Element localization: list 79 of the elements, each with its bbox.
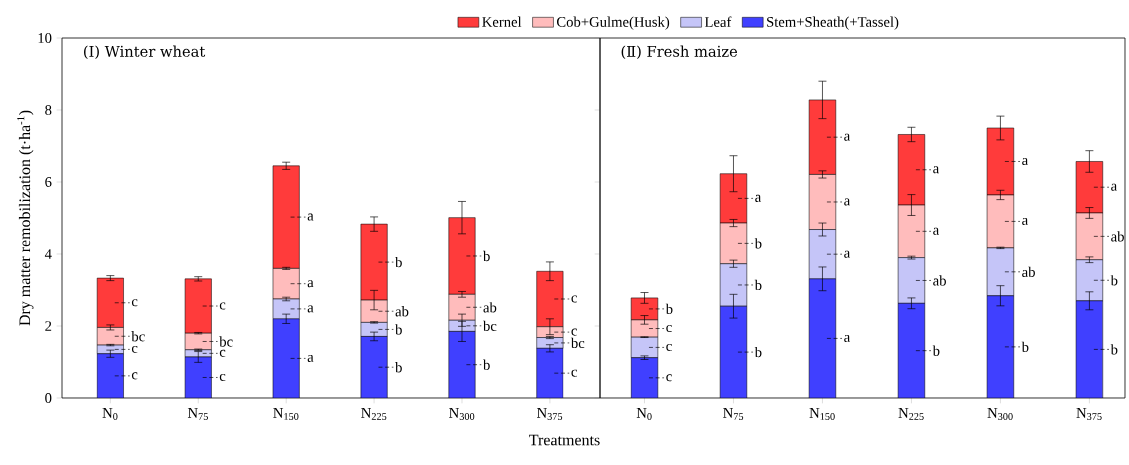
x-tick-label: N$_{150}$ <box>273 408 299 420</box>
x-axis-title: Treatments <box>529 434 600 446</box>
annotation: c <box>131 299 138 307</box>
annotation: b <box>665 303 673 315</box>
annotation: a <box>307 354 314 362</box>
x-tick-label: N$_{75}$ <box>187 408 208 420</box>
x-tick-label: N$_{375}$ <box>536 408 563 420</box>
y-tick-label: 10 <box>38 33 52 43</box>
annotation: ab <box>933 275 946 286</box>
annotation: a <box>307 213 314 221</box>
legend-label: Cob+Gulme(Husk) <box>556 16 670 30</box>
y-axis-title: Dry matter remobilization (t·ha$^{-1}$) <box>17 110 34 326</box>
x-tick-label: N$_{225}$ <box>361 408 387 420</box>
y-tick-label: 8 <box>45 105 52 115</box>
annotation: b <box>932 345 940 356</box>
annotation: c <box>666 325 672 333</box>
annotation: a <box>844 250 851 258</box>
annotation: a <box>307 280 314 288</box>
bar <box>986 295 1015 398</box>
x-tick-label: N$_{0}$ <box>102 408 118 420</box>
x-tick-label: N$_{0}$ <box>636 408 652 420</box>
annotation: b <box>1110 344 1118 355</box>
bar <box>808 278 837 398</box>
x-tick-label: N$_{375}$ <box>1076 408 1102 420</box>
bar <box>719 305 748 398</box>
x-tick-label: N$_{225}$ <box>898 408 924 420</box>
annotation: c <box>131 345 138 353</box>
annotation: b <box>754 346 762 358</box>
legend-label: Kernel <box>482 16 522 27</box>
annotation: a <box>844 198 851 206</box>
bar <box>1075 300 1104 398</box>
annotation: b <box>754 279 762 291</box>
annotation: a <box>755 194 762 202</box>
annotation: b <box>395 362 402 373</box>
annotation: a <box>933 227 939 235</box>
annotation: ab <box>395 306 409 317</box>
y-tick-label: 4 <box>44 249 52 259</box>
annotation: ab <box>483 302 497 313</box>
annotation: c <box>219 349 226 357</box>
y-tick-label: 6 <box>45 177 52 187</box>
annotation: ab <box>1022 266 1035 277</box>
legend-label: Leaf <box>704 16 732 27</box>
y-tick-label: 2 <box>45 321 52 331</box>
x-tick-label: N$_{300}$ <box>987 408 1013 420</box>
chart-title: (Ⅱ) Fresh maize <box>621 45 738 59</box>
annotation: b <box>395 324 402 335</box>
annotation: c <box>571 369 577 377</box>
annotation: ab <box>1111 231 1124 242</box>
annotation: b <box>483 250 490 262</box>
annotation: bc <box>131 331 145 342</box>
annotation: c <box>131 372 138 380</box>
annotation: bc <box>570 337 585 349</box>
chart-title: (Ⅰ) Winter wheat <box>84 45 206 59</box>
annotation: a <box>307 305 314 313</box>
annotation: a <box>1022 157 1028 165</box>
annotation: a <box>844 334 851 342</box>
x-tick-label: N$_{75}$ <box>723 408 744 420</box>
annotation: a <box>844 133 851 141</box>
x-tick-label: N$_{300}$ <box>449 408 475 420</box>
annotation: b <box>1021 341 1029 353</box>
annotation: c <box>666 374 672 382</box>
y-tick-label: 0 <box>45 393 52 403</box>
annotation: bc <box>483 320 497 331</box>
bar <box>897 303 926 398</box>
annotation: c <box>666 343 672 351</box>
annotation: a <box>1111 183 1117 191</box>
annotation: c <box>571 295 577 303</box>
annotation: bc <box>219 336 233 347</box>
annotation: c <box>219 373 226 382</box>
annotation: b <box>1110 275 1118 286</box>
annotation: b <box>754 238 762 249</box>
annotation: c <box>219 302 226 310</box>
annotation: a <box>933 166 939 174</box>
x-tick-label: N$_{150}$ <box>809 408 835 420</box>
annotation: c <box>571 328 577 336</box>
annotation: a <box>1022 217 1028 225</box>
legend-label: Stem+Sheath(+Tassel) <box>767 16 899 30</box>
annotation: b <box>483 359 490 370</box>
annotation: b <box>395 256 402 268</box>
